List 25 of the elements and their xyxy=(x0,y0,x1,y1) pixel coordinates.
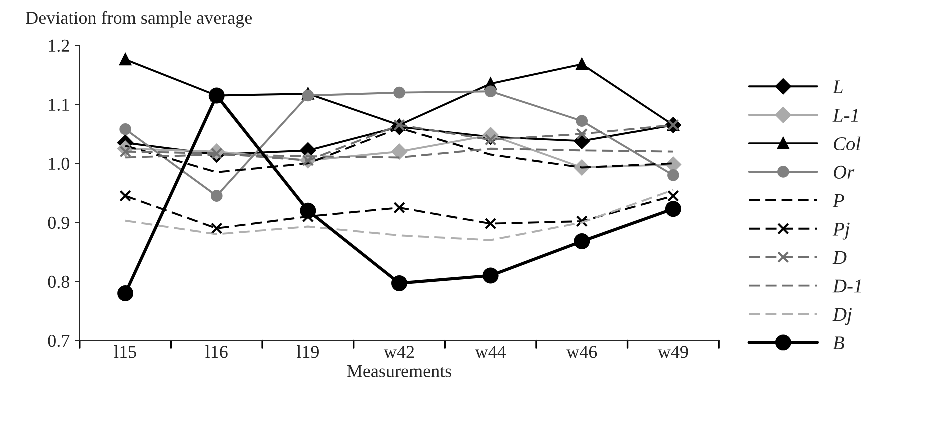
x-tick-label: w49 xyxy=(658,346,688,358)
x-axis-title: Measurements xyxy=(347,365,452,378)
legend-label: L-1 xyxy=(832,109,858,122)
x-tick-label: l16 xyxy=(206,346,228,358)
y-tick-label: 0.9 xyxy=(48,216,70,230)
y-tick-label: 0.8 xyxy=(48,276,70,288)
x-tick-label: w42 xyxy=(384,346,414,358)
x-tick-label: l19 xyxy=(297,346,319,358)
legend-label: Dj xyxy=(832,308,852,326)
y-tick-label: 0.7 xyxy=(48,334,70,348)
legend-label: D xyxy=(832,251,847,264)
y-axis-title: Deviation from sample average xyxy=(26,11,252,28)
legend-label: D-1 xyxy=(832,280,862,293)
legend-label: B xyxy=(833,336,844,350)
legend-label: Pj xyxy=(832,222,850,240)
x-tick-label: l15 xyxy=(114,346,136,358)
legend-label: Or xyxy=(834,166,855,179)
legend-label: P xyxy=(832,194,844,208)
legend-label: Col xyxy=(834,136,861,151)
y-tick-label: 1.1 xyxy=(49,98,70,112)
x-tick-label: w46 xyxy=(566,346,598,358)
y-tick-label: 1.2 xyxy=(49,40,70,52)
legend-label: L xyxy=(832,80,843,94)
x-tick-label: w44 xyxy=(475,346,506,358)
y-tick-label: 1.0 xyxy=(49,158,70,170)
